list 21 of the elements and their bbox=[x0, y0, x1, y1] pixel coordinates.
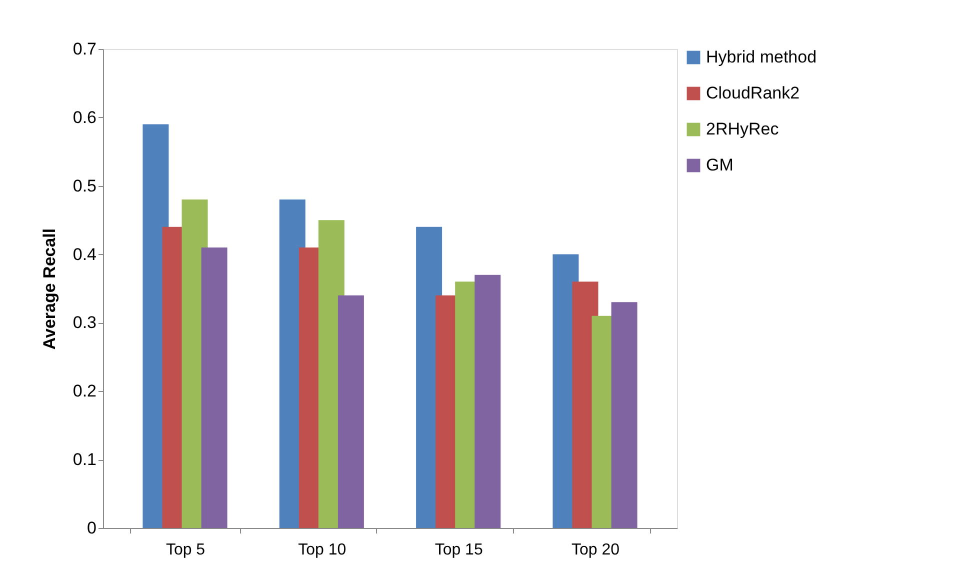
bar bbox=[201, 247, 228, 528]
legend-label: GM bbox=[706, 156, 734, 174]
legend-label: Hybrid method bbox=[706, 48, 817, 66]
bar bbox=[611, 302, 638, 528]
legend-label: CloudRank2 bbox=[706, 84, 800, 102]
y-tick-label: 0.7 bbox=[72, 40, 96, 58]
y-tick-label: 0.2 bbox=[72, 382, 96, 401]
y-tick-label: 0.3 bbox=[72, 313, 96, 332]
bar bbox=[338, 295, 364, 528]
x-tick-label: Top 15 bbox=[434, 542, 483, 558]
y-tick-label: 0.1 bbox=[72, 450, 96, 470]
y-tick-label: 0 bbox=[87, 518, 96, 538]
x-tick-label: Top 5 bbox=[166, 542, 206, 558]
x-tick-label: Top 20 bbox=[571, 542, 620, 558]
y-axis-title: Average Recall bbox=[40, 228, 59, 350]
y-tick-label: 0.5 bbox=[72, 176, 96, 196]
x-tick-label: Top 10 bbox=[298, 542, 346, 558]
y-tick-label: 0.4 bbox=[72, 244, 96, 264]
y-tick-label: 0.6 bbox=[72, 108, 96, 127]
bar bbox=[474, 274, 501, 528]
legend-label: 2RHyRec bbox=[706, 120, 780, 138]
